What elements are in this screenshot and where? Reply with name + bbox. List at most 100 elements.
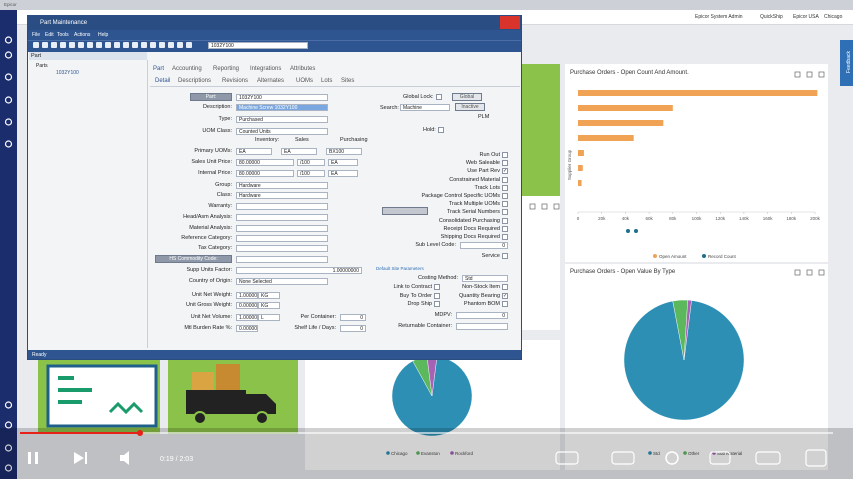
tab[interactable]: Part: [153, 66, 165, 72]
field-value[interactable]: 0: [340, 314, 366, 321]
menu-item[interactable]: Help: [98, 32, 109, 38]
field-value[interactable]: [236, 256, 328, 263]
checkbox[interactable]: [434, 292, 440, 299]
field-value[interactable]: 0.00000: [236, 325, 258, 332]
field-value[interactable]: 1.00000: [236, 292, 258, 299]
field-value[interactable]: [236, 245, 328, 252]
field-button[interactable]: Part:: [190, 93, 232, 101]
field-label: Returnable Container:: [398, 323, 452, 329]
tree-header-label: Part: [31, 53, 42, 59]
field-value[interactable]: None Selected: [236, 278, 328, 285]
field-value[interactable]: Counted Units: [236, 128, 328, 135]
field-value[interactable]: [236, 225, 328, 232]
feedback-tab[interactable]: [840, 40, 853, 86]
subtab[interactable]: Detail: [155, 78, 171, 84]
field-value[interactable]: Hardware: [236, 182, 328, 189]
checkbox[interactable]: [434, 301, 440, 307]
subtab[interactable]: Revisions: [222, 78, 249, 84]
field-value[interactable]: EA: [328, 170, 358, 177]
field-value[interactable]: 1.00000000: [236, 267, 362, 274]
field-value[interactable]: [236, 214, 328, 221]
field-label: Per Container:: [300, 314, 336, 320]
field-value[interactable]: /100: [297, 159, 325, 166]
field-value[interactable]: BX100: [326, 148, 362, 155]
field-button[interactable]: HS Commodity Code:: [155, 255, 232, 263]
user-link[interactable]: Epicor USA: [793, 14, 819, 20]
checkbox[interactable]: [502, 201, 508, 208]
checkbox[interactable]: ✓: [502, 168, 508, 175]
field-value[interactable]: EA: [328, 159, 358, 166]
field-value[interactable]: 0.00000: [236, 302, 258, 309]
field-label: Sales Unit Price:: [191, 159, 232, 165]
checkbox[interactable]: [502, 225, 508, 232]
checkbox[interactable]: [502, 284, 508, 290]
field-value[interactable]: 1.00000: [236, 314, 258, 321]
checkbox[interactable]: [502, 152, 508, 158]
field-value[interactable]: 80.00000: [236, 159, 294, 166]
checkbox[interactable]: [502, 184, 508, 191]
tab-line: [150, 86, 520, 87]
field-value[interactable]: EA: [236, 148, 272, 155]
subtab[interactable]: UOMs: [296, 78, 313, 84]
subtab[interactable]: Descriptions: [178, 78, 212, 84]
user-link[interactable]: Epicor System Admin: [695, 14, 743, 20]
field-value[interactable]: Machine: [400, 104, 450, 111]
field-value[interactable]: Hardware: [236, 192, 328, 199]
menu-item[interactable]: Actions: [74, 32, 91, 38]
field-value[interactable]: Std: [462, 275, 508, 282]
button[interactable]: [382, 207, 428, 215]
checkbox[interactable]: [502, 301, 508, 307]
truck-box: [216, 364, 240, 390]
tab[interactable]: Integrations: [250, 66, 282, 72]
field-value[interactable]: [456, 323, 508, 330]
checkbox[interactable]: [502, 217, 508, 224]
field-value[interactable]: 0: [340, 325, 366, 332]
checkbox[interactable]: [502, 253, 508, 259]
field-value[interactable]: Machine Screw 1032Y100: [236, 104, 328, 111]
field-value[interactable]: KG: [258, 302, 280, 309]
subtab[interactable]: Lots: [321, 78, 333, 84]
subtab[interactable]: Sites: [341, 78, 355, 84]
toolbar-part: 1032Y100: [208, 42, 308, 49]
checkbox[interactable]: [502, 176, 508, 183]
checkbox[interactable]: ✓: [502, 292, 508, 299]
link[interactable]: Default Site Parameters: [376, 266, 424, 271]
field-value[interactable]: KG: [258, 292, 280, 299]
field-value[interactable]: L: [258, 314, 280, 321]
user-link[interactable]: Chicago: [824, 14, 843, 20]
menu-item[interactable]: Edit: [45, 32, 54, 38]
field-value[interactable]: [236, 203, 328, 210]
user-link[interactable]: QuickShip: [760, 14, 783, 20]
field-value[interactable]: 0: [456, 312, 508, 319]
field-value[interactable]: Purchased: [236, 116, 328, 123]
field-value[interactable]: /100: [297, 170, 325, 177]
field-value[interactable]: 1032Y100: [236, 94, 328, 101]
tab[interactable]: Accounting: [172, 66, 202, 72]
field-label: Primary UOMs:: [194, 148, 232, 154]
checkbox[interactable]: [434, 284, 440, 290]
field-value[interactable]: 0: [460, 242, 508, 249]
menu-item[interactable]: File: [32, 32, 41, 38]
checkbox[interactable]: [436, 94, 442, 100]
field-value[interactable]: 80.00000: [236, 170, 294, 177]
checkbox[interactable]: [502, 193, 508, 199]
tab[interactable]: Attributes: [290, 66, 316, 72]
field-value[interactable]: EA: [281, 148, 317, 155]
menu-item[interactable]: Tools: [57, 32, 69, 38]
field-value[interactable]: [236, 235, 328, 242]
checkbox[interactable]: [502, 209, 508, 216]
tree-item[interactable]: 1032Y100: [56, 70, 79, 76]
checkbox[interactable]: [438, 127, 444, 133]
x-tick-label: 100k: [692, 216, 703, 221]
subtab[interactable]: Alternates: [257, 78, 285, 84]
checkbox[interactable]: [502, 160, 508, 167]
button[interactable]: Global: [452, 93, 482, 101]
video-control: [555, 451, 579, 465]
tab[interactable]: Reporting: [213, 66, 240, 72]
checkbox[interactable]: [502, 234, 508, 240]
bar: [578, 90, 818, 96]
tree-item[interactable]: Parts: [36, 63, 48, 69]
button[interactable]: Inactive: [455, 103, 485, 111]
column-header: Inventory:: [255, 137, 280, 143]
